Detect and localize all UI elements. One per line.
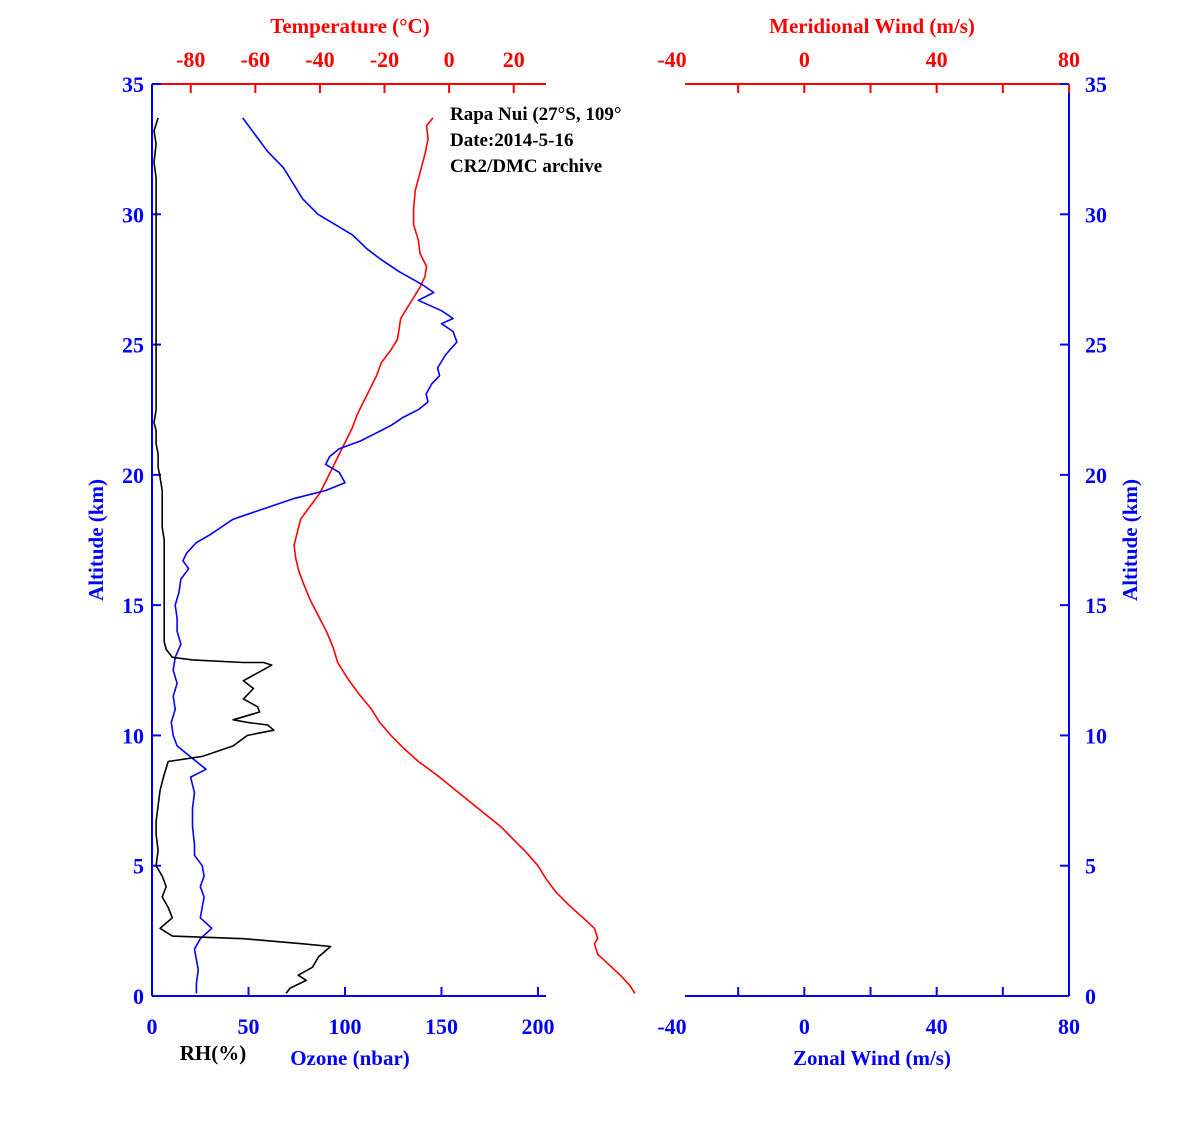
rh-axis-title: RH(%) xyxy=(180,1041,247,1065)
temperature-tick-label: -60 xyxy=(241,47,270,72)
right-altitude-tick-label: 25 xyxy=(1085,333,1107,358)
right-altitude-tick-label: 35 xyxy=(1085,72,1107,97)
left-altitude-axis-title: Altitude (km) xyxy=(84,479,108,601)
right-altitude-axis-title: Altitude (km) xyxy=(1118,479,1142,601)
meridional-wind-axis-ticks: -40 0 40 80 xyxy=(657,47,1080,93)
zonal-tick-label: 80 xyxy=(1058,1014,1080,1039)
temperature-profile-line xyxy=(293,117,636,994)
rh-profile-line xyxy=(153,117,332,994)
meridional-tick-label: 80 xyxy=(1058,47,1080,72)
right-altitude-ticks: 0 5 10 15 20 25 30 35 xyxy=(1060,72,1107,1009)
right-altitude-tick-label: 10 xyxy=(1085,723,1107,748)
altitude-tick-label: 5 xyxy=(133,854,144,879)
altitude-tick-label: 10 xyxy=(122,723,144,748)
temperature-tick-label: -40 xyxy=(305,47,334,72)
left-series xyxy=(153,117,636,994)
right-altitude-tick-label: 15 xyxy=(1085,593,1107,618)
temperature-tick-label: -20 xyxy=(370,47,399,72)
ozone-tick-label: 150 xyxy=(425,1014,458,1039)
ozone-tick-label: 0 xyxy=(147,1014,158,1039)
altitude-tick-label: 15 xyxy=(122,593,144,618)
altitude-tick-label: 35 xyxy=(122,72,144,97)
zonal-wind-axis-title: Zonal Wind (m/s) xyxy=(793,1046,951,1070)
zonal-tick-label: -40 xyxy=(657,1014,686,1039)
ozone-profile-line xyxy=(170,117,458,994)
ozone-tick-label: 50 xyxy=(238,1014,260,1039)
date-annotation: Date:2014-5-16 xyxy=(450,130,573,151)
meridional-tick-label: 0 xyxy=(799,47,810,72)
right-panel: 0 5 10 15 20 25 30 35 -40 0 40 80 -40 0 40 80 Meridio… xyxy=(657,14,1142,1070)
meridional-wind-axis-title: Meridional Wind (m/s) xyxy=(769,14,975,38)
right-altitude-tick-label: 0 xyxy=(1085,984,1096,1009)
altitude-tick-label: 20 xyxy=(122,463,144,488)
meridional-tick-label: -40 xyxy=(657,47,686,72)
zonal-tick-label: 40 xyxy=(926,1014,948,1039)
zonal-tick-label: 0 xyxy=(799,1014,810,1039)
ozone-axis-title: Ozone (nbar) xyxy=(290,1046,410,1070)
right-altitude-tick-label: 20 xyxy=(1085,463,1107,488)
right-altitude-tick-label: 5 xyxy=(1085,854,1096,879)
altitude-tick-label: 30 xyxy=(122,202,144,227)
temperature-axis-title: Temperature (°C) xyxy=(270,14,429,38)
meridional-tick-label: 40 xyxy=(926,47,948,72)
left-altitude-ticks: 0 5 10 15 20 25 30 35 xyxy=(122,72,161,1009)
source-annotation: CR2/DMC archive xyxy=(450,156,602,177)
zonal-wind-axis-ticks: -40 0 40 80 xyxy=(657,987,1080,1039)
ozone-axis-ticks: 0 50 100 150 200 xyxy=(147,987,555,1039)
temperature-tick-label: 20 xyxy=(503,47,525,72)
altitude-tick-label: 25 xyxy=(122,333,144,358)
temperature-tick-label: 0 xyxy=(444,47,455,72)
ozone-tick-label: 100 xyxy=(329,1014,362,1039)
temperature-tick-label: -80 xyxy=(176,47,205,72)
ozone-tick-label: 200 xyxy=(522,1014,555,1039)
temperature-axis-ticks: -80 -60 -40 -20 0 20 xyxy=(176,47,525,93)
altitude-tick-label: 0 xyxy=(133,984,144,1009)
right-altitude-tick-label: 30 xyxy=(1085,202,1107,227)
station-annotation: Rapa Nui (27°S, 109° xyxy=(450,104,621,125)
